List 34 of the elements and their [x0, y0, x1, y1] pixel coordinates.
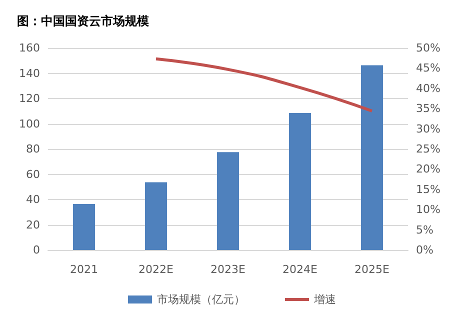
y2-tick-label: 40% — [416, 82, 440, 95]
y-tick-label: 20 — [26, 218, 40, 232]
x-tick-label: 2024E — [282, 263, 318, 276]
y2-tick-label: 30% — [416, 122, 440, 136]
legend-label: 增速 — [313, 293, 336, 306]
y-tick-label: 60 — [26, 168, 40, 181]
y2-tick-label: 25% — [416, 142, 440, 156]
y-tick-label: 100 — [19, 117, 40, 130]
bar — [145, 182, 167, 250]
y2-tick-label: 45% — [416, 62, 440, 75]
y2-tick-label: 15% — [416, 182, 440, 196]
line-series — [154, 57, 374, 113]
chart-title: 图：中国国资云市场规模 — [17, 14, 149, 28]
bar — [217, 152, 239, 250]
bar — [289, 113, 311, 250]
y-tick-label: 140 — [19, 66, 40, 80]
y2-tick-label: 50% — [416, 42, 440, 54]
bar — [361, 65, 383, 250]
y-tick-label: 40 — [26, 193, 40, 206]
y-tick-label: 0 — [33, 244, 40, 256]
y2-tick-label: 10% — [416, 203, 440, 216]
y2-tick-label: 0% — [416, 244, 434, 256]
y2-tick-label: 20% — [416, 162, 440, 176]
y-tick-label: 120 — [19, 92, 40, 105]
bar — [73, 204, 95, 250]
y2-tick-label: 35% — [416, 102, 440, 116]
x-tick-label: 2025E — [354, 263, 390, 276]
x-tick-label: 2022E — [138, 263, 174, 276]
y-tick-label: 160 — [19, 42, 40, 54]
y-tick-label: 80 — [26, 142, 40, 156]
y2-tick-label: 5% — [416, 223, 434, 236]
x-tick-label: 2023E — [210, 263, 246, 276]
x-tick-label: 2021 — [70, 263, 98, 276]
legend-label: 市场规模（亿元） — [157, 293, 245, 306]
